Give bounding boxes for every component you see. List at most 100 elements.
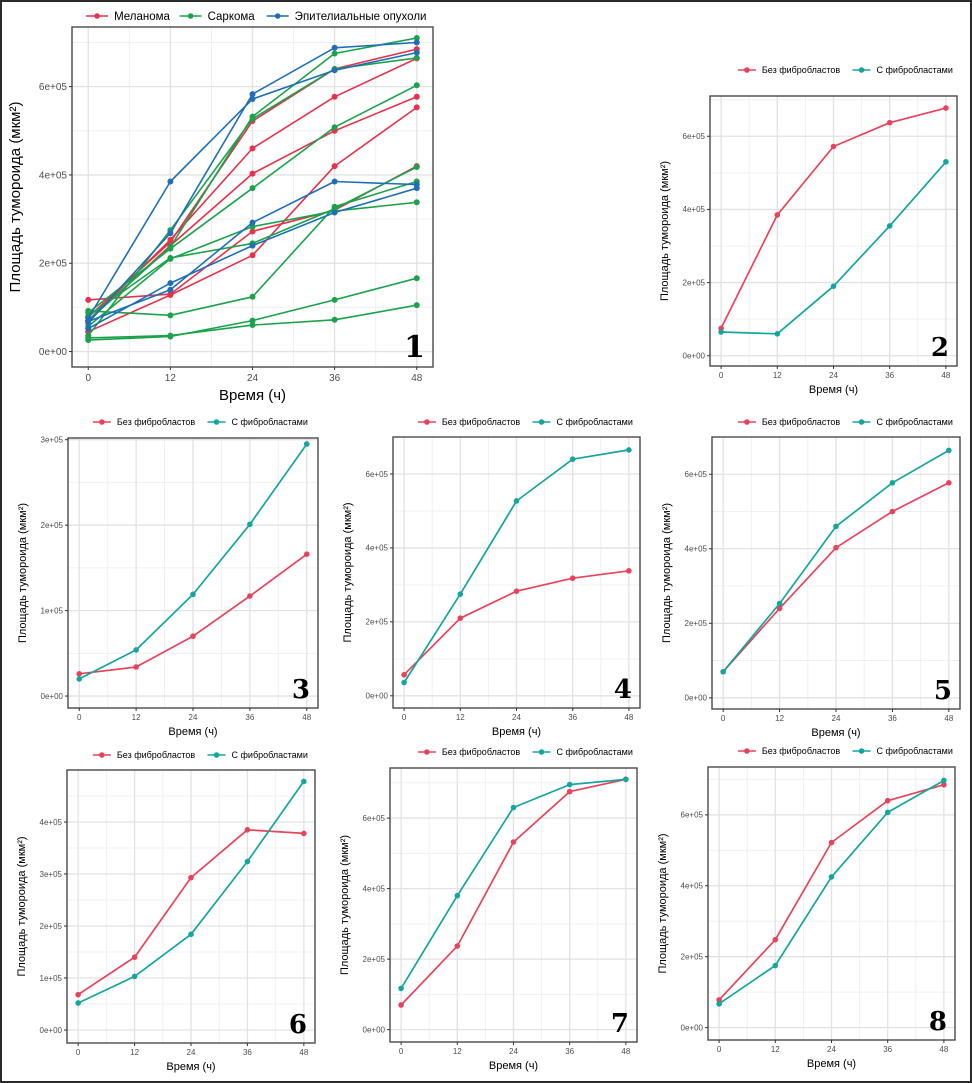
- legend-label: Меланома: [114, 11, 170, 23]
- y-tick-label: 4e+05: [681, 882, 704, 891]
- panel-number: 6: [289, 1010, 307, 1040]
- y-tick-label: 0e+00: [39, 347, 68, 358]
- data-point: [626, 447, 632, 453]
- y-tick-label: 6e+05: [363, 814, 386, 823]
- data-point: [190, 633, 196, 640]
- data-point: [401, 679, 407, 686]
- x-axis-title: Время (ч): [166, 1061, 215, 1073]
- legend-label: С фибробластами: [877, 417, 953, 427]
- data-point: [331, 296, 338, 303]
- y-axis-title: Площадь тумороида (мкм²): [339, 835, 351, 975]
- y-tick-label: 4e+05: [39, 170, 68, 181]
- y-axis-title: Площадь тумороида (мкм²): [661, 503, 673, 643]
- legend-item: Саркома: [179, 11, 255, 23]
- data-point: [828, 839, 835, 846]
- legend-item: Меланома: [86, 11, 171, 23]
- y-axis-title: Площадь тумороида (мкм²): [17, 503, 29, 643]
- data-point: [946, 447, 952, 454]
- y-tick-label: 4e+05: [363, 884, 386, 893]
- data-point: [131, 973, 138, 980]
- data-point: [626, 568, 632, 574]
- data-point: [167, 286, 174, 293]
- legend-label: Без фибробластов: [117, 750, 195, 760]
- legend-item: С фибробластами: [207, 750, 308, 760]
- legend: Без фибробластов С фибробластами: [417, 417, 633, 427]
- data-point: [249, 145, 256, 152]
- data-point: [413, 163, 420, 170]
- panel-number: 3: [292, 675, 310, 705]
- data-point: [457, 591, 464, 597]
- data-point: [413, 275, 420, 282]
- y-tick-label: 2e+05: [363, 955, 386, 964]
- x-tick-label: 36: [245, 713, 254, 722]
- data-point: [833, 544, 839, 551]
- legend-label: С фибробластами: [877, 746, 953, 756]
- x-tick-label: 48: [939, 1045, 948, 1054]
- x-tick-label: 12: [771, 1045, 780, 1054]
- panel-number: 5: [934, 676, 952, 706]
- data-point: [776, 600, 783, 607]
- legend-label: Эпителиальные опухоли: [295, 11, 427, 23]
- legend-key-marker: [99, 752, 105, 758]
- y-tick-label: 2e+05: [40, 922, 63, 931]
- data-point: [85, 307, 92, 314]
- data-point: [85, 296, 92, 303]
- data-point: [833, 523, 839, 530]
- legend-key-marker: [94, 13, 100, 19]
- data-point: [247, 593, 253, 599]
- data-point: [133, 647, 139, 653]
- data-point: [398, 985, 404, 992]
- data-point: [413, 39, 420, 46]
- y-tick-label: 2e+05: [681, 952, 704, 961]
- legend-key-marker: [99, 419, 105, 425]
- data-point: [244, 827, 251, 833]
- data-point: [884, 809, 891, 816]
- legend-item: С фибробластами: [852, 746, 953, 756]
- data-point: [457, 615, 464, 621]
- x-tick-label: 12: [132, 713, 141, 722]
- data-point: [85, 332, 92, 339]
- data-point: [249, 252, 256, 259]
- data-point: [510, 839, 517, 845]
- legend-key-marker: [744, 67, 750, 73]
- legend-item: Без фибробластов: [92, 750, 195, 760]
- x-axis-title: Время (ч): [809, 384, 858, 396]
- data-point: [249, 322, 256, 329]
- panel-number: 1: [404, 330, 425, 365]
- legend-label: Без фибробластов: [117, 417, 195, 427]
- data-point: [943, 105, 949, 111]
- data-point: [75, 991, 81, 998]
- x-tick-label: 24: [832, 714, 841, 723]
- legend-key-marker: [858, 748, 865, 754]
- legend-item: Эпителиальные опухоли: [266, 11, 427, 23]
- legend-key-marker: [858, 67, 865, 73]
- chart-panel-1: 0 12 24 36 48 0e+00 2e+05 4e+05 6e+05 Время (ч) Пл…: [7, 11, 434, 404]
- data-point: [133, 664, 139, 670]
- x-tick-label: 36: [883, 1045, 892, 1054]
- x-tick-label: 24: [829, 371, 838, 380]
- y-tick-label: 2e+05: [366, 618, 389, 627]
- x-tick-label: 48: [941, 371, 950, 380]
- data-point: [454, 943, 461, 949]
- data-point: [772, 936, 779, 943]
- data-point: [413, 302, 420, 309]
- x-tick-label: 0: [721, 714, 726, 723]
- x-tick-label: 48: [621, 1047, 630, 1056]
- legend-label: Без фибробластов: [762, 65, 840, 75]
- legend-label: Без фибробластов: [442, 747, 520, 757]
- y-tick-label: 0e+00: [40, 1026, 63, 1035]
- data-point: [303, 551, 310, 558]
- legend-label: С фибробластами: [557, 747, 633, 757]
- y-tick-label: 4e+05: [40, 818, 63, 827]
- y-tick-label: 0e+00: [41, 692, 64, 701]
- data-point: [167, 178, 174, 185]
- y-tick-label: 1e+05: [41, 606, 64, 615]
- data-point: [244, 858, 251, 865]
- chart-panel-8: 0 12 24 36 48 0e+00 2e+05 4e+05 6e+05 Время (ч) Пл…: [657, 746, 956, 1070]
- legend-item: Без фибробластов: [417, 417, 520, 427]
- legend-item: С фибробластами: [852, 417, 953, 427]
- data-point: [188, 931, 194, 938]
- legend-label: С фибробластами: [232, 417, 308, 427]
- legend: Меланома Саркома Эпителиальные опухоли: [86, 11, 426, 23]
- legend-label: Без фибробластов: [442, 417, 520, 427]
